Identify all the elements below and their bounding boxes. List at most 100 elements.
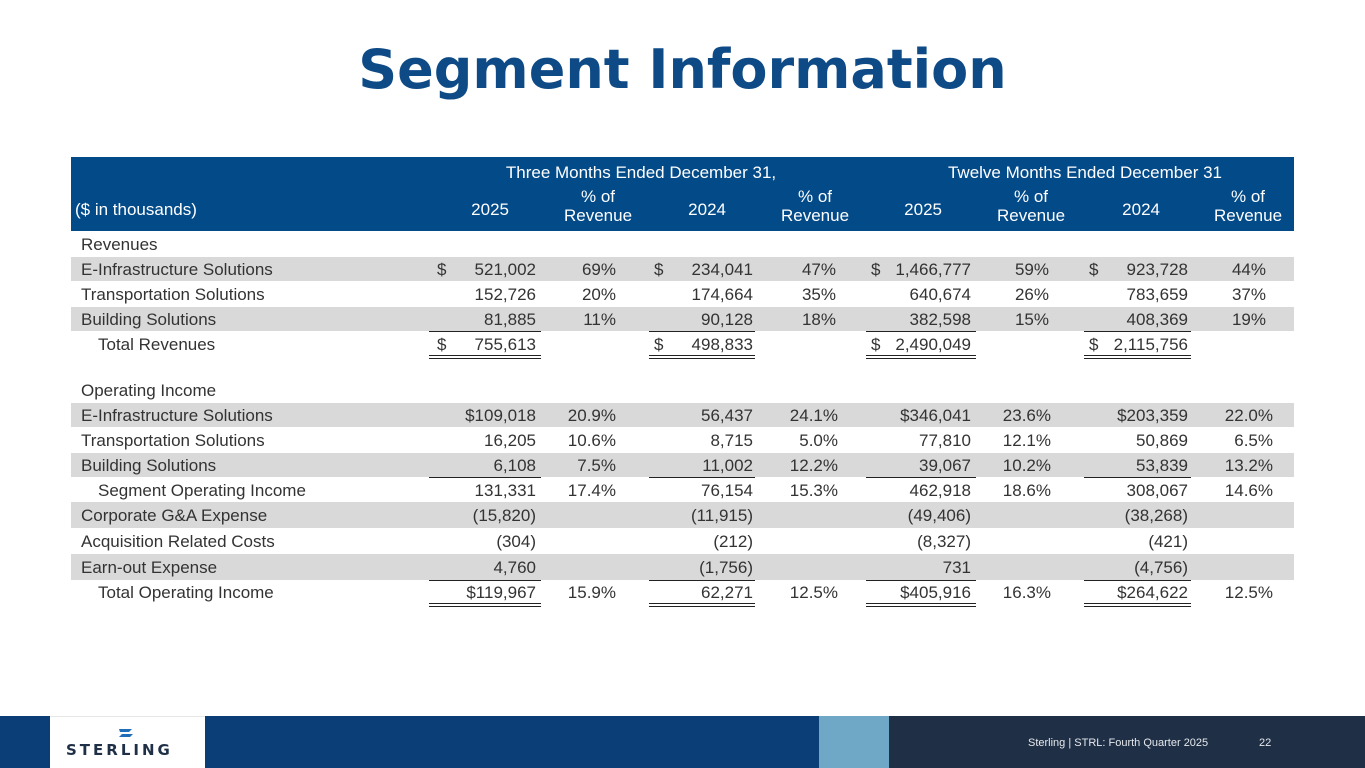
cell-pct: 69% xyxy=(581,260,616,279)
row-label: Earn-out Expense xyxy=(81,558,218,577)
footer-caption: Sterling | STRL: Fourth Quarter 2025 xyxy=(1028,737,1209,749)
cell-pct: 15.3% xyxy=(789,481,838,500)
subtotal-rule xyxy=(429,580,541,581)
total-double-rule xyxy=(649,603,755,607)
row-label: Total Operating Income xyxy=(98,583,274,602)
pct-line1: % of xyxy=(1230,187,1266,206)
cell-value: 408,369 xyxy=(1126,310,1188,329)
header-year-3m-2025: 2025 xyxy=(471,200,509,219)
subtotal-rule xyxy=(866,331,976,332)
header-year-12m-2024: 2024 xyxy=(1122,200,1160,219)
cell-value: (49,406) xyxy=(907,506,971,525)
header-pct-12m-2024: % of Revenue xyxy=(1203,187,1293,225)
cell-pct: 20.9% xyxy=(567,406,616,425)
cell-value: (1,756) xyxy=(699,558,753,577)
cell-pct: 7.5% xyxy=(577,456,616,475)
cell-pct: 37% xyxy=(1231,285,1266,304)
table-row: Transportation Solutions 16,205 10.6% 8,… xyxy=(71,428,1294,452)
cell-value: (4,756) xyxy=(1134,558,1188,577)
cell-pct: 35% xyxy=(801,285,836,304)
header-group-twelve-months: Twelve Months Ended December 31 xyxy=(947,163,1223,182)
pct-line2: Revenue xyxy=(780,206,850,225)
footer-block-light xyxy=(819,716,889,768)
logo-wordmark: STERLING xyxy=(66,741,173,759)
total-double-rule xyxy=(866,355,976,359)
table-row: Earn-out Expense 4,760 (1,756) 731 (4,75… xyxy=(71,554,1294,580)
cell-value: 131,331 xyxy=(474,481,536,500)
row-label: Transportation Solutions xyxy=(81,285,265,304)
cell-value: 640,674 xyxy=(909,285,971,304)
table-row: Transportation Solutions 152,726 20% 174… xyxy=(71,282,1294,306)
dollar-sign: $ xyxy=(654,335,664,354)
row-label: Acquisition Related Costs xyxy=(81,532,275,551)
header-year-12m-2025: 2025 xyxy=(904,200,942,219)
total-double-rule xyxy=(866,603,976,607)
cell-value: 923,728 xyxy=(1126,260,1188,279)
cell-value: $119,967 xyxy=(466,583,536,602)
cell-pct: 23.6% xyxy=(1002,406,1051,425)
subtotal-rule xyxy=(866,477,976,478)
row-label: Transportation Solutions xyxy=(81,431,265,450)
cell-pct: 18% xyxy=(801,310,836,329)
cell-pct: 12.1% xyxy=(1002,431,1051,450)
row-label: Corporate G&A Expense xyxy=(81,506,268,525)
table-row: Revenues xyxy=(71,232,1294,256)
subtotal-rule xyxy=(1084,580,1191,581)
cell-pct: 12.5% xyxy=(789,583,838,602)
cell-pct: 44% xyxy=(1231,260,1266,279)
row-label: Building Solutions xyxy=(81,456,217,475)
cell-pct: 15% xyxy=(1014,310,1049,329)
table-row: Segment Operating Income 131,331 17.4% 7… xyxy=(71,478,1294,502)
cell-value: 731 xyxy=(942,558,971,577)
section-label-operating-income: Operating Income xyxy=(81,381,217,400)
cell-pct: 6.5% xyxy=(1234,431,1273,450)
cell-value: 2,115,756 xyxy=(1113,335,1188,354)
cell-value: (38,268) xyxy=(1124,506,1188,525)
row-label: Segment Operating Income xyxy=(98,481,306,500)
cell-value: $264,622 xyxy=(1117,583,1188,602)
cell-value: 81,885 xyxy=(484,310,536,329)
section-label-revenues: Revenues xyxy=(81,235,158,254)
total-double-rule xyxy=(429,355,541,359)
cell-value: 6,108 xyxy=(493,456,536,475)
dollar-sign: $ xyxy=(1089,335,1099,354)
row-label: Total Revenues xyxy=(98,335,216,354)
row-label: E-Infrastructure Solutions xyxy=(81,406,273,425)
cell-value: 56,437 xyxy=(701,406,753,425)
pct-line1: % of xyxy=(797,187,833,206)
total-double-rule xyxy=(1084,355,1191,359)
cell-value: 1,466,777 xyxy=(895,260,971,279)
dollar-sign: $ xyxy=(871,335,881,354)
table-row: Total Operating Income $119,967 15.9% 62… xyxy=(71,580,1294,604)
cell-pct: 12.5% xyxy=(1224,583,1273,602)
subtotal-rule xyxy=(866,580,976,581)
table-row: E-Infrastructure Solutions $109,018 20.9… xyxy=(71,403,1294,427)
cell-value: $346,041 xyxy=(900,406,971,425)
footer-block-dark xyxy=(0,716,50,768)
table-header: Three Months Ended December 31, Twelve M… xyxy=(71,157,1294,231)
dollar-sign: $ xyxy=(871,260,881,279)
header-group-three-months: Three Months Ended December 31, xyxy=(505,163,777,182)
cell-value: 90,128 xyxy=(701,310,753,329)
cell-value: $405,916 xyxy=(900,583,971,602)
pct-line1: % of xyxy=(1013,187,1049,206)
cell-pct: 10.6% xyxy=(567,431,616,450)
cell-value: (212) xyxy=(713,532,753,551)
cell-value: 11,002 xyxy=(702,456,753,475)
cell-pct: 19% xyxy=(1231,310,1266,329)
cell-pct: 26% xyxy=(1014,285,1049,304)
table-row: Corporate G&A Expense (15,820) (11,915) … xyxy=(71,502,1294,528)
subtotal-rule xyxy=(649,331,755,332)
cell-pct: 5.0% xyxy=(799,431,838,450)
header-pct-3m-2025: % of Revenue xyxy=(553,187,643,225)
sterling-logo: STERLING xyxy=(50,716,205,768)
sterling-s-mark-icon xyxy=(119,729,133,737)
cell-value: 521,002 xyxy=(474,260,536,279)
header-pct-3m-2024: % of Revenue xyxy=(770,187,860,225)
cell-pct: 17.4% xyxy=(567,481,616,500)
total-double-rule xyxy=(1084,603,1191,607)
pct-line2: Revenue xyxy=(563,206,633,225)
cell-value: 16,205 xyxy=(484,431,536,450)
cell-value: 783,659 xyxy=(1126,285,1188,304)
cell-pct: 47% xyxy=(801,260,836,279)
